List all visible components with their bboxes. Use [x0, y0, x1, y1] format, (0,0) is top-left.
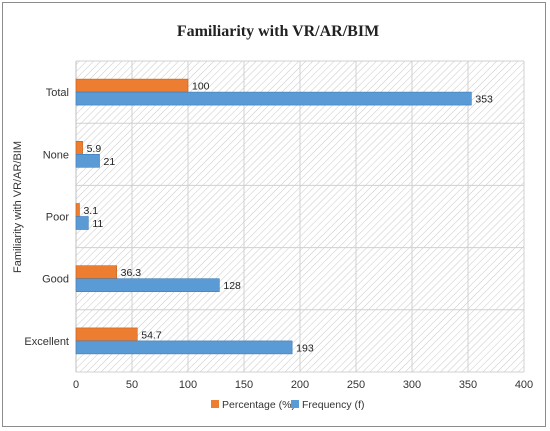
bar-frequency	[75, 154, 100, 168]
legend-swatch	[291, 400, 299, 408]
category-label: None	[43, 149, 69, 161]
x-tick-label: 200	[291, 379, 309, 391]
chart-frame: Familiarity with VR/AR/BIM Familiarity w…	[2, 2, 546, 427]
data-label: 21	[104, 156, 116, 168]
x-tick-label: 350	[459, 379, 477, 391]
bar-percentage	[75, 327, 138, 342]
bar-frequency	[75, 278, 220, 293]
x-tick-label: 250	[347, 379, 365, 391]
data-label: 3.1	[83, 205, 98, 217]
bar-frequency	[75, 340, 293, 355]
category-label: Good	[42, 274, 69, 286]
bar-frequency	[75, 216, 89, 230]
bar-percentage	[75, 265, 117, 280]
data-label: 54.7	[141, 329, 162, 341]
chart: Familiarity with VR/AR/BIM Familiarity w…	[12, 23, 533, 411]
data-label: 193	[296, 342, 314, 354]
data-label: 36.3	[121, 267, 142, 279]
x-tick-label: 50	[126, 379, 138, 391]
legend-swatch	[211, 400, 219, 408]
legend: Percentage (%) Frequency (f)	[211, 399, 364, 411]
plot-area: 0 50 100 150 200 250 300 350 400 Total 100 353 None 5…	[24, 60, 533, 391]
category-label: Excellent	[24, 336, 69, 348]
data-label: 100	[192, 81, 210, 93]
x-tick-label: 0	[73, 379, 79, 391]
x-tick-label: 400	[515, 379, 533, 391]
data-label: 5.9	[87, 143, 102, 155]
category-label: Total	[46, 87, 69, 99]
data-label: 353	[475, 94, 493, 106]
x-tick-label: 100	[179, 379, 197, 391]
bar-percentage	[75, 141, 83, 155]
x-tick-label: 150	[235, 379, 253, 391]
bar-frequency	[75, 91, 472, 106]
legend-label: Frequency (f)	[302, 399, 364, 411]
category-label: Poor	[46, 212, 70, 224]
data-label: 128	[223, 280, 241, 292]
legend-label: Percentage (%)	[222, 399, 295, 411]
y-axis-label: Familiarity with VR/AR/BIM	[12, 141, 24, 273]
bar-percentage	[75, 78, 189, 93]
chart-title: Familiarity with VR/AR/BIM	[177, 23, 379, 40]
x-tick-label: 300	[403, 379, 421, 391]
data-label: 11	[92, 218, 103, 230]
bar-percentage	[75, 203, 80, 217]
